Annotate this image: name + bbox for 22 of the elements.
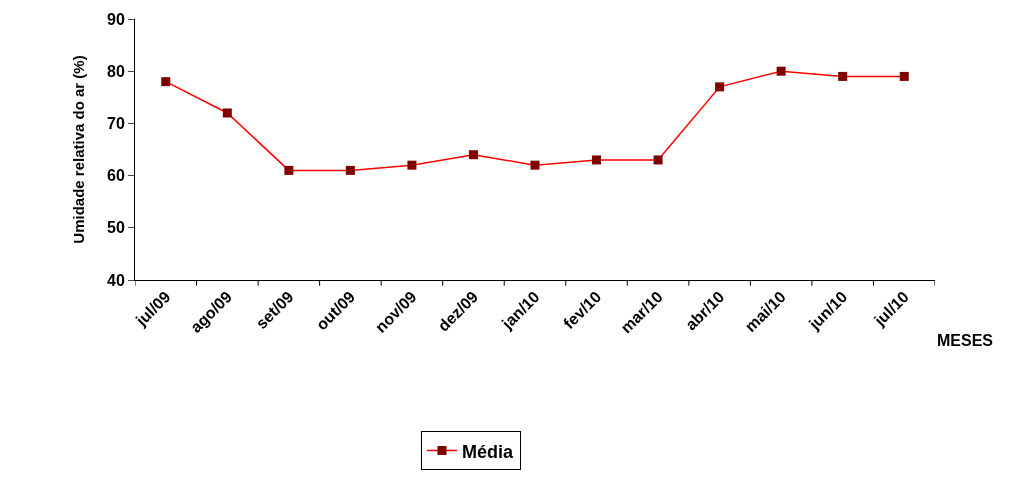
point <box>653 155 663 165</box>
y-tick-label: 50 <box>107 219 125 237</box>
y-tick-label: 90 <box>107 10 125 28</box>
point <box>161 77 171 87</box>
point <box>530 160 540 170</box>
point <box>776 66 786 76</box>
y-tick-label: 80 <box>107 62 125 80</box>
point <box>407 160 417 170</box>
y-tick-label: 60 <box>107 167 125 185</box>
point <box>838 71 848 81</box>
point <box>592 155 602 165</box>
legend-label: Média <box>462 441 514 462</box>
point <box>345 165 355 175</box>
point <box>468 150 478 160</box>
point <box>899 71 909 81</box>
y-tick-label: 70 <box>107 115 125 132</box>
point <box>715 82 725 92</box>
y-axis-title: Umidade relativa do ar (%) <box>70 55 88 244</box>
point <box>284 165 294 175</box>
x-axis-title: MESES <box>937 332 994 349</box>
point <box>222 108 232 118</box>
y-tick-label: 40 <box>107 271 125 289</box>
